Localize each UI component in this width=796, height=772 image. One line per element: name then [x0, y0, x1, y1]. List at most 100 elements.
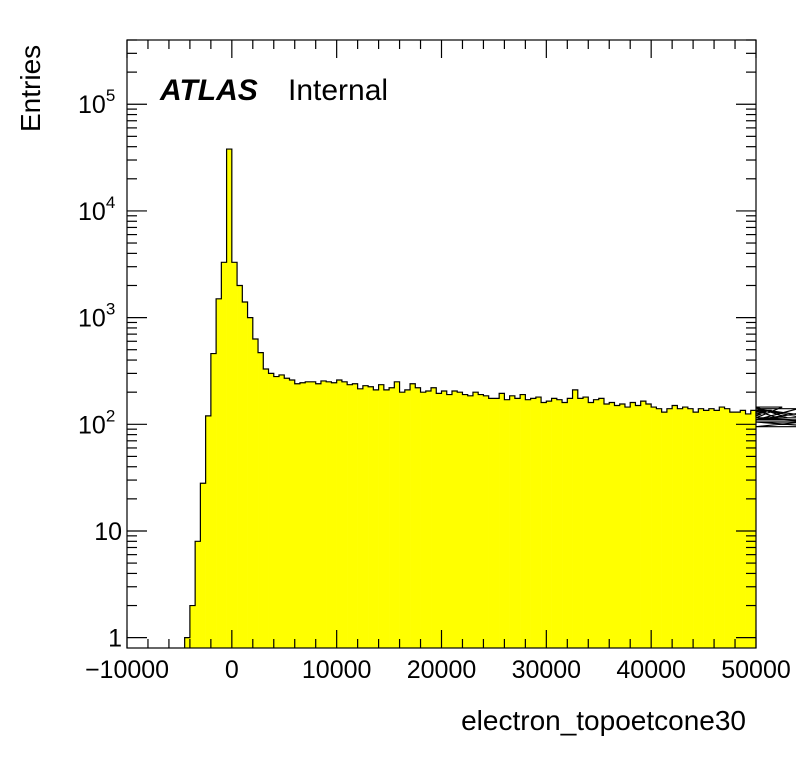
histogram-bar [347, 384, 353, 648]
histogram-bar [305, 381, 311, 648]
x-tick-label: 40000 [616, 656, 686, 684]
histogram-bar [493, 398, 500, 648]
histogram-bar [420, 392, 427, 648]
histogram-bar [672, 405, 678, 648]
histogram-bar [451, 391, 458, 648]
histogram-bar [258, 352, 264, 648]
histogram-bar [404, 389, 411, 648]
histogram-bar [530, 398, 537, 648]
histogram-bar [609, 402, 615, 648]
histogram-bar [593, 399, 600, 648]
x-tick-label: 50000 [721, 656, 791, 684]
histogram-bar [577, 398, 584, 648]
histogram-bar [205, 415, 212, 648]
histogram-bar [352, 383, 358, 648]
histogram-bar [483, 395, 489, 648]
y-axis-title: Entries [15, 45, 46, 132]
histogram-bar [341, 381, 348, 648]
histogram-bar [336, 380, 343, 648]
histogram-bar [431, 387, 437, 648]
histogram-bar [546, 401, 552, 648]
histogram-bar [226, 149, 233, 648]
x-tick-label: 0 [225, 656, 239, 684]
histogram-bar [724, 408, 731, 648]
histogram-bar [520, 394, 526, 648]
histogram-bar [383, 389, 390, 648]
histogram-bar [210, 353, 217, 648]
histogram-bar [284, 378, 290, 648]
x-tick-label: 20000 [407, 656, 477, 684]
histogram-bar [682, 407, 689, 648]
histogram-bar [247, 317, 254, 648]
histogram-bar [619, 403, 626, 648]
histogram-bars [184, 149, 757, 648]
x-tick-label: −10000 [85, 656, 169, 684]
histogram-bar [556, 399, 563, 648]
histogram-bar [268, 373, 275, 648]
histogram-bar [410, 383, 416, 648]
histogram-bar [184, 637, 191, 648]
histogram-bar [567, 398, 573, 648]
histogram-bar [279, 374, 285, 648]
histogram-bar [289, 380, 296, 648]
histogram-bar [525, 399, 531, 648]
histogram-bar [708, 408, 715, 648]
histogram-bar [441, 391, 448, 648]
y-tick-label: 104 [78, 193, 115, 226]
histogram-bar [572, 389, 579, 648]
histogram-bar [624, 407, 631, 648]
histogram-bar [661, 412, 668, 648]
histogram-bar [299, 382, 306, 648]
histogram-bar [651, 407, 657, 648]
histogram-bar [603, 403, 610, 648]
histogram-bar [189, 605, 196, 648]
histogram-bar [415, 387, 421, 648]
histogram-bar [504, 399, 510, 648]
histogram-bar [252, 339, 259, 648]
histogram-bar [200, 483, 206, 648]
histogram-bar [499, 393, 505, 648]
histogram-bar [242, 302, 248, 648]
x-tick-label: 30000 [512, 656, 582, 684]
histogram-bar [273, 376, 280, 648]
histogram-bar [362, 385, 369, 648]
histogram-bar [729, 412, 736, 648]
histogram-bar [677, 408, 683, 648]
histogram-bar [703, 410, 710, 648]
histogram-bar [614, 405, 621, 648]
histogram-bar [446, 394, 453, 648]
x-axis-title: electron_topoetcone30 [461, 705, 746, 736]
histogram-bar [263, 368, 269, 648]
histogram-bar [389, 387, 395, 648]
histogram-bar [320, 380, 327, 648]
histogram-bar [326, 381, 332, 648]
histogram-bar [645, 403, 652, 648]
histogram-bar [551, 398, 558, 648]
histogram-bar [231, 262, 238, 648]
histogram-bar [357, 388, 364, 648]
histogram-bar [562, 402, 568, 648]
histogram-bar [719, 407, 725, 648]
histogram-bar [399, 392, 406, 648]
axis-tick-labels: −10000 0 10000 20000 30000 40000 50000 1 10 102 10… [78, 86, 791, 684]
histogram-bar [735, 412, 741, 648]
histogram-bar [509, 395, 516, 648]
histogram-bar [462, 394, 469, 648]
atlas-label: ATLAS [159, 74, 258, 107]
histogram-bar [221, 262, 227, 648]
histogram-bar [394, 381, 400, 648]
histogram-bar [514, 398, 521, 648]
histogram-outline [184, 148, 796, 648]
histogram-bar [635, 405, 641, 648]
histogram-bar [472, 392, 479, 648]
histogram-bar [436, 393, 442, 648]
histogram-bar [698, 408, 704, 648]
internal-label: Internal [288, 74, 388, 107]
histogram-bar [478, 394, 484, 648]
histogram-bar [583, 397, 589, 648]
histogram-bar [467, 395, 474, 648]
histogram-bar [687, 408, 694, 648]
y-tick-label: 105 [78, 86, 115, 119]
histogram-bar [588, 402, 594, 648]
